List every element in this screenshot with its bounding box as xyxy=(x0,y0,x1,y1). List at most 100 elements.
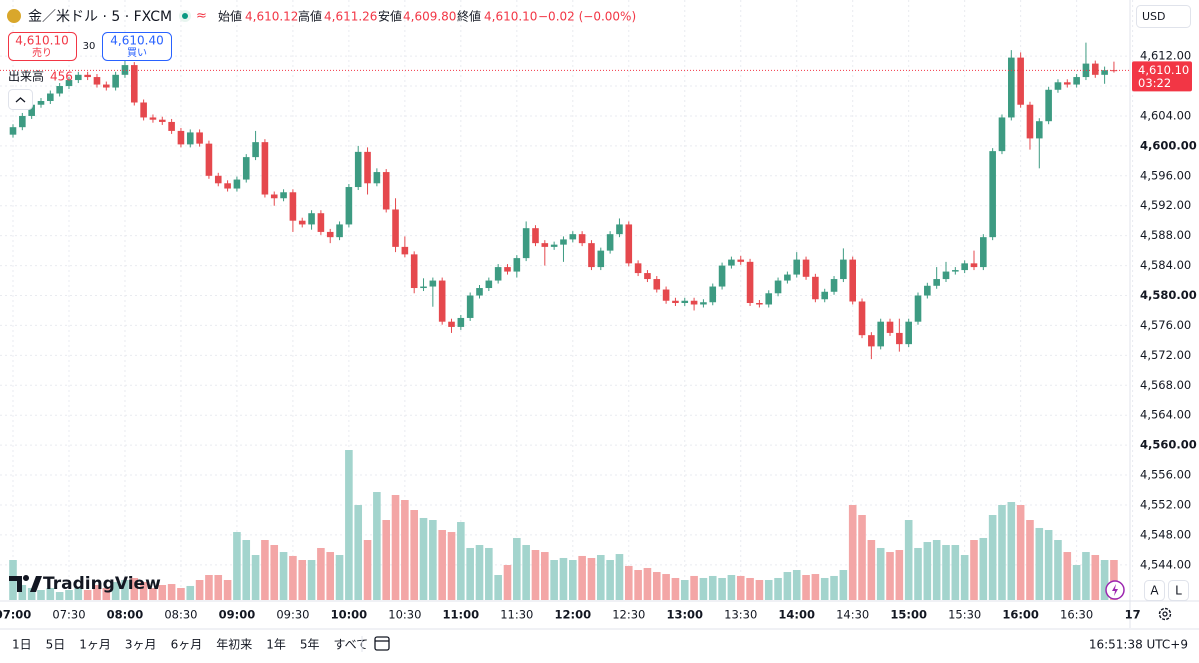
volume-bar xyxy=(904,520,913,600)
candle-body xyxy=(513,258,521,272)
volume-bar xyxy=(970,540,978,600)
buy-button[interactable] xyxy=(102,32,172,61)
volume-bar xyxy=(167,584,176,600)
candle-body xyxy=(784,274,791,281)
x-tick-label: 10:00 xyxy=(331,608,368,622)
range-button[interactable]: 1ヶ月 xyxy=(79,638,111,652)
candle-body xyxy=(261,142,269,195)
volume-bar xyxy=(93,585,101,600)
candle-body xyxy=(121,65,129,75)
candle-body xyxy=(485,280,493,289)
close-label: 終値 xyxy=(457,9,481,24)
candle-body xyxy=(270,194,278,199)
volume-bar xyxy=(1100,560,1109,600)
volume-bar xyxy=(289,555,297,600)
symbol-icon xyxy=(7,9,21,23)
range-button[interactable]: 5日 xyxy=(46,638,66,652)
range-button[interactable]: 1日 xyxy=(12,638,32,652)
x-tick-label: 14:30 xyxy=(836,608,869,622)
candles xyxy=(9,42,1118,360)
volume-bar xyxy=(680,580,689,600)
volume-bar xyxy=(373,492,381,600)
volume-bar xyxy=(615,554,624,600)
range-button[interactable]: 年初来 xyxy=(216,638,252,652)
volume-bar xyxy=(494,575,502,600)
candle-body xyxy=(438,280,446,322)
volume-label: 出来高 xyxy=(8,69,44,84)
y-tick-label: 4,604.00 xyxy=(1140,108,1191,122)
collapse-button[interactable] xyxy=(8,89,33,110)
volume-bar xyxy=(671,577,680,600)
candle-body xyxy=(634,263,642,274)
range-button[interactable]: 5年 xyxy=(300,638,320,652)
range-button[interactable]: 6ヶ月 xyxy=(171,638,203,652)
candle-body xyxy=(868,335,875,347)
settings-button[interactable] xyxy=(1158,607,1172,621)
candle-body xyxy=(1082,63,1090,78)
x-tick-label: 15:30 xyxy=(948,608,981,622)
volume-bar xyxy=(1072,565,1081,600)
volume-bar xyxy=(335,555,344,600)
candle-body xyxy=(821,291,829,300)
volume-bar xyxy=(345,450,353,600)
range-button[interactable]: 3ヶ月 xyxy=(125,638,157,652)
candle-body xyxy=(886,321,894,333)
x-tick-label: 09:30 xyxy=(276,608,309,622)
candle-body xyxy=(112,74,119,88)
auto-scale-button[interactable] xyxy=(1144,580,1165,601)
currency-button[interactable] xyxy=(1136,5,1191,28)
volume-bar xyxy=(932,540,941,600)
date-range-button[interactable] xyxy=(374,636,390,651)
candle-body xyxy=(1026,104,1034,139)
volume-bar xyxy=(848,505,857,600)
x-tick-label: 07:30 xyxy=(52,608,85,622)
candle-body xyxy=(970,263,978,268)
candle-body xyxy=(952,270,959,272)
candle-body xyxy=(130,65,138,103)
candle-body xyxy=(140,102,147,118)
volume-bar xyxy=(541,552,549,600)
open-label: 始値 xyxy=(218,9,242,24)
candle-body xyxy=(588,243,595,268)
market-status-dot xyxy=(182,13,188,19)
candle-body xyxy=(504,267,511,272)
candle-body xyxy=(625,224,633,264)
clock[interactable]: 16:51:38 UTC+9 xyxy=(1089,638,1188,652)
logo xyxy=(9,575,42,592)
open-value: 4,610.12 xyxy=(245,10,298,24)
range-buttons: 1日 5日 1ヶ月 3ヶ月 6ヶ月 年初来 1年 5年 すべて xyxy=(12,638,368,652)
x-tick-label: 09:00 xyxy=(219,608,256,622)
volume-bar xyxy=(223,580,232,600)
volume-bar xyxy=(83,590,92,600)
last-price-label: 4,610.10 xyxy=(1138,63,1189,77)
candle-body xyxy=(205,143,213,176)
x-tick-label: 16:30 xyxy=(1060,608,1093,622)
x-tick-label: 14:00 xyxy=(778,608,815,622)
x-tick-label: 16:00 xyxy=(1002,608,1039,622)
x-tick-label: 08:30 xyxy=(164,608,197,622)
volume-bar xyxy=(960,555,969,600)
range-button[interactable]: すべて xyxy=(334,638,369,652)
last-price-box xyxy=(1132,61,1192,92)
y-tick-label: 4,548.00 xyxy=(1140,527,1191,541)
candle-body xyxy=(653,279,661,290)
candle-body xyxy=(1101,70,1108,75)
candle-body xyxy=(718,265,726,287)
volume-bar xyxy=(634,570,642,600)
volume-bar xyxy=(979,537,988,600)
symbol[interactable]: 金／米ドル · 5 · FXCM xyxy=(28,9,172,25)
volume-bar xyxy=(18,585,27,600)
candle-body xyxy=(289,192,297,221)
volume-bar xyxy=(1082,552,1090,600)
x-tick-label: 12:30 xyxy=(612,608,645,622)
volume-bar xyxy=(792,570,801,600)
sell-button[interactable] xyxy=(8,32,77,61)
log-scale-button[interactable] xyxy=(1168,580,1189,601)
candle-body xyxy=(280,192,287,199)
candle-body xyxy=(382,172,390,210)
volume-bar xyxy=(1091,555,1100,600)
candle-body xyxy=(728,259,735,266)
candle-body xyxy=(224,183,231,189)
candle-body xyxy=(812,276,819,300)
range-button[interactable]: 1年 xyxy=(266,638,286,652)
